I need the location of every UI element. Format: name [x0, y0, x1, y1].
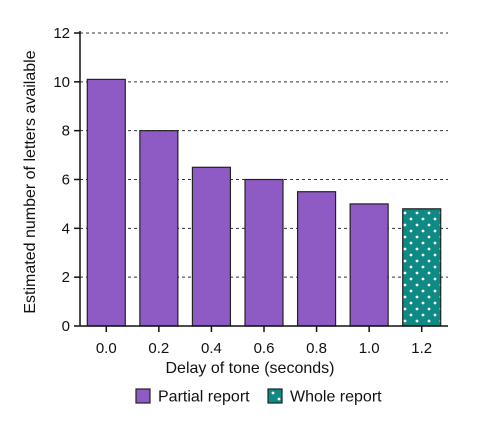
- legend-swatch-partial: [135, 388, 151, 404]
- x-tick-label: 0.0: [96, 340, 117, 357]
- bars: [86, 78, 442, 327]
- x-tick-label: 0.4: [201, 340, 222, 357]
- legend-label-whole: Whole report: [290, 389, 382, 406]
- bar-0-0: [86, 78, 126, 327]
- bar-0-4: [191, 166, 232, 327]
- legend-label-partial: Partial report: [158, 389, 250, 406]
- bar-1-0: [349, 203, 389, 327]
- y-tick-label: 10: [53, 74, 70, 91]
- bar-1-2: [402, 208, 442, 327]
- legend-swatch-whole: [267, 388, 283, 404]
- y-tick-label: 0: [62, 318, 70, 335]
- x-tick-label: 0.2: [148, 340, 169, 357]
- bar-0-6: [244, 178, 284, 327]
- y-tick-label: 2: [62, 269, 70, 286]
- y-tick-label: 4: [62, 220, 70, 237]
- x-axis-label: Delay of tone (seconds): [166, 360, 335, 377]
- y-axis-ticks: 0 2 4 6 8 10 12: [53, 25, 80, 335]
- x-tick-label: 0.6: [254, 340, 275, 357]
- x-tick-label: 0.8: [306, 340, 327, 357]
- bar-0-8: [296, 191, 337, 327]
- y-axis-label: Estimated number of letters available: [22, 50, 39, 313]
- bar-0-2: [139, 130, 179, 327]
- x-tick-label: 1.0: [359, 340, 380, 357]
- y-tick-label: 12: [53, 25, 70, 42]
- legend: Partial report Whole report: [135, 388, 382, 406]
- x-axis-ticks: 0.0 0.2 0.4 0.6 0.8 1.0 1.2: [96, 326, 432, 357]
- y-tick-label: 8: [62, 123, 70, 140]
- y-tick-label: 6: [62, 172, 70, 189]
- x-tick-label: 1.2: [411, 340, 432, 357]
